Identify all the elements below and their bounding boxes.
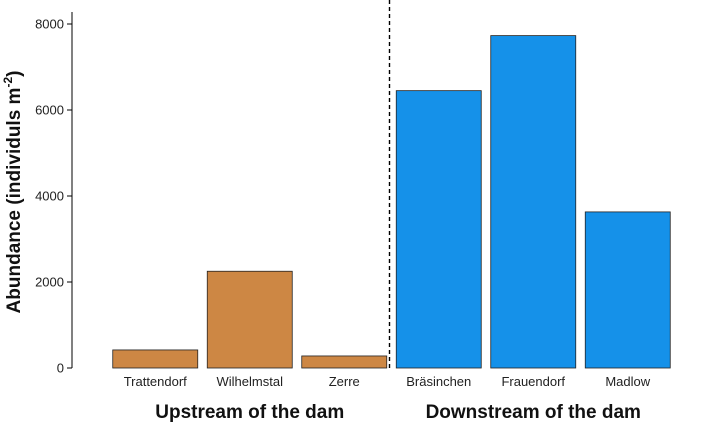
- y-axis-title-superscript: -2: [1, 77, 15, 88]
- y-tick-label: 6000: [35, 103, 64, 118]
- bar-trattendorf: [112, 349, 199, 369]
- x-category-label: Wilhelmstal: [217, 374, 284, 389]
- y-tick-label: 2000: [35, 275, 64, 290]
- x-category-label: Trattendorf: [124, 374, 187, 389]
- bar-bräsinchen: [395, 90, 482, 369]
- y-tick-label: 4000: [35, 189, 64, 204]
- group-labels: Upstream of the dam Downstream of the dam: [155, 402, 641, 423]
- x-category-labels: Trattendorf Wilhelmstal Zerre Bräsinchen Fra…: [124, 374, 651, 389]
- bar-frauendorf: [490, 35, 577, 369]
- bar-madlow: [584, 211, 671, 369]
- y-tick-label: 8000: [35, 17, 64, 32]
- bars: [112, 35, 671, 369]
- y-axis-title: Abundance (individuls m-2): [1, 71, 25, 314]
- bar-zerre: [301, 355, 388, 369]
- x-category-label: Bräsinchen: [406, 374, 471, 389]
- y-tick-label: 0: [57, 361, 64, 376]
- y-axis: 0 2000 4000 6000 8000: [35, 12, 73, 376]
- group-label: Upstream of the dam: [155, 402, 344, 423]
- x-category-label: Zerre: [329, 374, 360, 389]
- x-category-label: Frauendorf: [501, 374, 565, 389]
- group-label: Downstream of the dam: [426, 402, 641, 423]
- bar-wilhelmstal: [206, 270, 293, 369]
- x-category-label: Madlow: [605, 374, 650, 389]
- y-axis-title-end: ): [4, 71, 25, 77]
